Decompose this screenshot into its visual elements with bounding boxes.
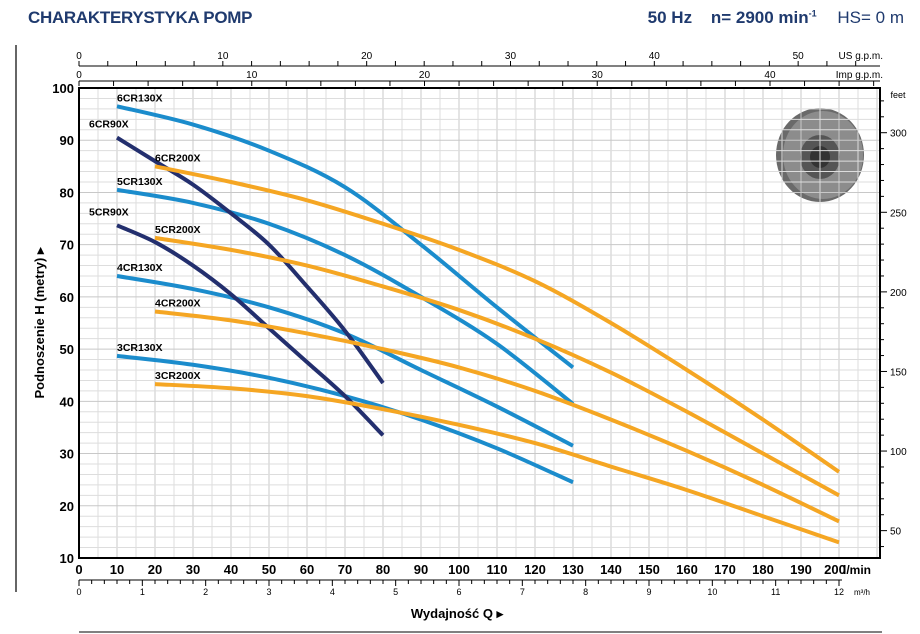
m3h-tick-label: 5 — [393, 587, 398, 597]
x-axis-label: Wydajność Q ▸ — [411, 606, 505, 621]
feet-tick-label: 100 — [890, 447, 907, 458]
feet-tick-label: 150 — [890, 367, 907, 378]
m3h-tick-label: 4 — [330, 587, 335, 597]
y-tick-label: 90 — [60, 133, 74, 148]
y-tick-label: 70 — [60, 238, 74, 253]
x-tick-label: 120 — [524, 562, 546, 577]
y-tick-label: 80 — [60, 185, 74, 200]
x-tick-label: 180 — [752, 562, 774, 577]
curve-label-5cr90x: 5CR90X — [89, 206, 129, 218]
x-tick-label: 50 — [262, 562, 276, 577]
y-tick-label: 50 — [60, 342, 74, 357]
x-tick-label: 30 — [186, 562, 200, 577]
y-tick-label: 20 — [60, 499, 74, 514]
x-tick-label: 60 — [300, 562, 314, 577]
curve-6cr130x — [116, 104, 575, 369]
x-tick-label: 40 — [224, 562, 238, 577]
m3h-tick-label: 3 — [266, 587, 271, 597]
x-tick-label: 100 — [448, 562, 470, 577]
curve-5cr200x — [154, 235, 840, 498]
x-tick-label: 70 — [338, 562, 352, 577]
y-axis-label: Podnoszenie H (metry) ▸ — [32, 246, 47, 398]
feet-tick-label: 250 — [890, 208, 907, 219]
x-tick-label: 200 — [824, 562, 846, 577]
x-tick-label: 160 — [676, 562, 698, 577]
curve-3cr200x — [154, 382, 840, 545]
m3h-tick-label: 6 — [456, 587, 461, 597]
curve-5cr90x — [116, 223, 385, 437]
curve-label-6cr90x: 6CR90X — [89, 119, 129, 131]
x-tick-label: 150 — [638, 562, 660, 577]
plot-frame — [78, 87, 881, 559]
us-gpm-unit-label: US g.p.m. — [839, 51, 883, 62]
curve-6cr90x — [115, 135, 385, 385]
curve-5cr130x — [116, 187, 575, 406]
x-tick-label: 140 — [600, 562, 622, 577]
m3h-tick-label: 10 — [707, 587, 717, 597]
curve-label-6cr200x: 6CR200X — [155, 152, 201, 164]
x-tick-label: 110 — [487, 562, 508, 577]
m3h-tick-label: 11 — [771, 587, 780, 597]
x-unit-label: l/min — [843, 563, 871, 577]
page-title: CHARAKTERYSTYKA POMP — [28, 8, 253, 27]
x-tick-label: 20 — [148, 562, 162, 577]
us-gpm-tick-label: 0 — [76, 51, 82, 62]
x-tick-label: 10 — [110, 562, 124, 577]
imp-gpm-tick-label: 40 — [764, 70, 776, 81]
curve-label-3cr200x: 3CR200X — [155, 370, 201, 382]
curve-label-6cr130x: 6CR130X — [117, 92, 163, 104]
imp-gpm-tick-label: 0 — [76, 70, 82, 81]
x-tick-label: 90 — [414, 562, 428, 577]
m3h-tick-label: 1 — [140, 587, 145, 597]
m3h-tick-label: 9 — [646, 587, 651, 597]
imp-gpm-unit-label: Imp g.p.m. — [836, 70, 883, 81]
us-gpm-tick-label: 50 — [793, 51, 805, 62]
m3h-tick-label: 2 — [203, 587, 208, 597]
y-tick-label: 10 — [60, 551, 74, 566]
feet-tick-label: 300 — [890, 129, 907, 140]
feet-tick-label: 200 — [890, 288, 907, 299]
feet-unit-label: feet — [890, 90, 906, 100]
m3h-tick-label: 12 — [834, 587, 844, 597]
m3h-unit-label: m³/h — [854, 588, 870, 597]
curve-4cr200x — [154, 309, 840, 524]
y-tick-label: 100 — [52, 81, 74, 96]
m3h-tick-label: 7 — [520, 587, 525, 597]
curve-6cr200x — [154, 164, 841, 474]
x-tick-label: 0 — [75, 562, 82, 577]
curve-label-5cr200x: 5CR200X — [155, 224, 201, 236]
operating-conditions: 50 Hz n= 2900 min-1 HS= 0 m — [634, 8, 904, 28]
imp-gpm-tick-label: 10 — [246, 70, 258, 81]
frequency: 50 Hz — [647, 8, 693, 27]
us-gpm-tick-label: 20 — [361, 51, 373, 62]
us-gpm-tick-label: 10 — [217, 51, 229, 62]
curve-label-4cr200x: 4CR200X — [155, 298, 201, 310]
m3h-tick-label: 0 — [76, 587, 81, 597]
x-tick-label: 170 — [714, 562, 736, 577]
curve-label-3cr130x: 3CR130X — [117, 342, 163, 354]
us-gpm-tick-label: 40 — [649, 51, 661, 62]
y-tick-label: 30 — [60, 447, 74, 462]
x-tick-label: 190 — [790, 562, 812, 577]
us-gpm-tick-label: 30 — [505, 51, 517, 62]
suction-height: HS= 0 m — [837, 8, 904, 27]
feet-tick-label: 50 — [890, 527, 902, 538]
y-tick-label: 40 — [60, 394, 74, 409]
curve-label-4cr130x: 4CR130X — [117, 262, 163, 274]
curve-label-5cr130x: 5CR130X — [117, 176, 163, 188]
y-tick-label: 60 — [60, 290, 74, 305]
x-tick-label: 80 — [376, 562, 390, 577]
imp-gpm-tick-label: 30 — [592, 70, 604, 81]
imp-gpm-tick-label: 20 — [419, 70, 431, 81]
m3h-tick-label: 8 — [583, 587, 588, 597]
speed: n= 2900 min-1 — [710, 8, 817, 27]
x-tick-label: 130 — [562, 562, 584, 577]
